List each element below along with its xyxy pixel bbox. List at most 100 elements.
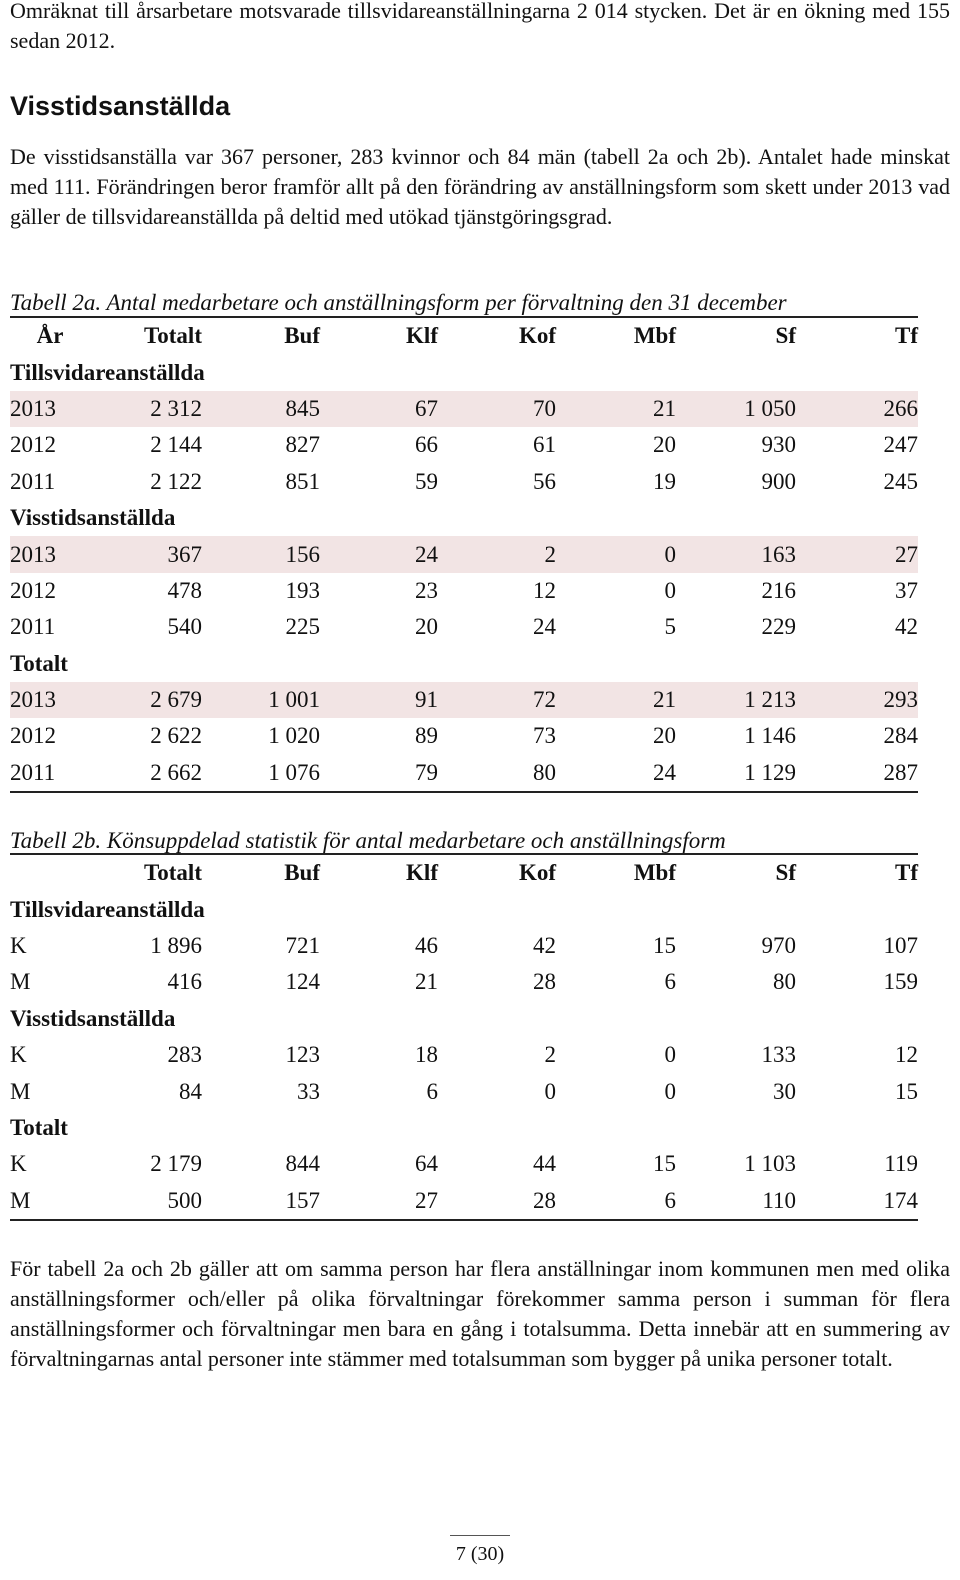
table-row: M 84 33 6 0 0 30 15 (10, 1073, 918, 1109)
table-cell: 2 312 (90, 390, 202, 428)
row-label: 2013 (10, 390, 90, 428)
table-cell: 2 662 (90, 754, 202, 794)
table-row: M 416 124 21 28 6 80 159 (10, 964, 918, 1000)
table-cell: 283 (167, 1042, 203, 1068)
section-heading: Visstidsanställda (10, 91, 231, 121)
table-row: 2012 478 193 23 12 0 216 37 (10, 573, 918, 609)
table-cell: 245 (883, 468, 919, 494)
table-cell: 42 (895, 614, 918, 640)
column-header: Totalt (90, 315, 202, 355)
table-cell: 133 (761, 1042, 797, 1068)
table-cell: 2 (544, 1042, 557, 1068)
table-row: 2013 2 679 1 001 91 72 21 1 213 293 (10, 681, 918, 719)
row-label: K (10, 1042, 27, 1068)
column-header: Buf (202, 315, 320, 355)
column-header: År (10, 315, 90, 355)
table-cell: 30 (773, 1078, 796, 1104)
table-cell: 174 (796, 1182, 918, 1221)
table-cell: 73 (533, 723, 556, 749)
table-cell: 20 (653, 723, 676, 749)
row-label: 2011 (10, 614, 56, 640)
table-cell: 163 (676, 536, 796, 573)
table-cell: 42 (533, 932, 556, 958)
table-cell: 72 (438, 681, 556, 719)
table-cell: 2 144 (150, 432, 202, 458)
row-label: K (10, 932, 27, 958)
table-cell: 6 (556, 1182, 676, 1221)
footnote-paragraph: För tabell 2a och 2b gäller att om samma… (10, 1256, 950, 1371)
table-cell: 21 (556, 681, 676, 719)
table-cell: 827 (285, 432, 321, 458)
table-cell: 266 (796, 390, 918, 428)
table-cell: 2 679 (90, 681, 202, 719)
table-cell: 15 (653, 1151, 676, 1177)
table-cell: 18 (415, 1042, 438, 1068)
table-cell: 15 (895, 1078, 918, 1104)
table-row: 2013 2 312 845 67 70 21 1 050 266 (10, 390, 918, 428)
column-header: Kof (438, 852, 556, 892)
column-header: Sf (676, 852, 796, 892)
table-cell: 0 (664, 577, 677, 603)
table-cell: 540 (167, 614, 203, 640)
table-cell: 193 (285, 577, 321, 603)
table-cell: 24 (556, 754, 676, 794)
table-row: K 1 896 721 46 42 15 970 107 (10, 928, 918, 964)
table-cell: 225 (285, 614, 321, 640)
table-cell: 80 (438, 754, 556, 794)
table-cell: 1 146 (744, 723, 796, 749)
table-cell: 1 050 (676, 390, 796, 428)
table-cell: 500 (90, 1182, 202, 1221)
table-cell: 156 (202, 536, 320, 573)
table-cell: 24 (533, 614, 556, 640)
table-cell: 44 (533, 1151, 556, 1177)
table-cell: 119 (884, 1151, 918, 1177)
table-cell: 1 213 (676, 681, 796, 719)
table-cell: 64 (415, 1151, 438, 1177)
row-label: 2012 (10, 577, 56, 603)
table-row: K 2 179 844 64 44 15 1 103 119 (10, 1146, 918, 1182)
table-cell: 367 (90, 536, 202, 573)
table-a-caption: Tabell 2a. Antal medarbetare och anställ… (10, 290, 787, 315)
table-cell: 0 (664, 1078, 677, 1104)
section-label: Tillsvidareanställda (10, 896, 205, 922)
table-b-caption: Tabell 2b. Könsuppdelad statistik för an… (10, 828, 726, 853)
column-header: Mbf (556, 315, 676, 355)
column-header: Buf (202, 852, 320, 892)
table-cell: 2 122 (150, 468, 202, 494)
table-cell: 216 (761, 577, 797, 603)
table-cell: 247 (883, 432, 919, 458)
table-cell: 0 (556, 536, 676, 573)
section-label: Totalt (10, 650, 68, 676)
table-cell: 293 (796, 681, 918, 719)
table-cell: 89 (415, 723, 438, 749)
table-cell: 0 (664, 1042, 677, 1068)
table-cell: 70 (438, 390, 556, 428)
row-label: 2011 (10, 468, 56, 494)
page-number: 7 (30) (455, 1543, 505, 1565)
table-cell: 6 (426, 1078, 439, 1104)
table-cell: 124 (285, 969, 321, 995)
table-cell: 1 129 (676, 754, 796, 794)
table-row: K 283 123 18 2 0 133 12 (10, 1037, 918, 1073)
column-header: Sf (676, 315, 796, 355)
column-header: Tf (796, 315, 918, 355)
table-cell: 5 (664, 614, 677, 640)
table-cell: 844 (285, 1151, 321, 1177)
table-cell: 1 076 (202, 754, 320, 794)
table-cell: 79 (320, 754, 438, 794)
table-cell: 721 (285, 932, 321, 958)
table-cell: 2 (438, 536, 556, 573)
table-cell: 23 (415, 577, 438, 603)
section-label: Visstidsanställda (10, 1005, 176, 1031)
table-cell: 416 (167, 969, 203, 995)
table-cell: 851 (285, 468, 321, 494)
table-cell: 1 001 (202, 681, 320, 719)
section-row: Visstidsanställda (10, 1001, 918, 1037)
table-cell: 80 (773, 969, 796, 995)
row-label: K (10, 1151, 27, 1177)
row-label: 2011 (10, 754, 90, 794)
table-cell: 6 (664, 969, 677, 995)
row-label: 2013 (10, 536, 90, 573)
table-cell: 970 (761, 932, 797, 958)
column-header (10, 852, 90, 892)
